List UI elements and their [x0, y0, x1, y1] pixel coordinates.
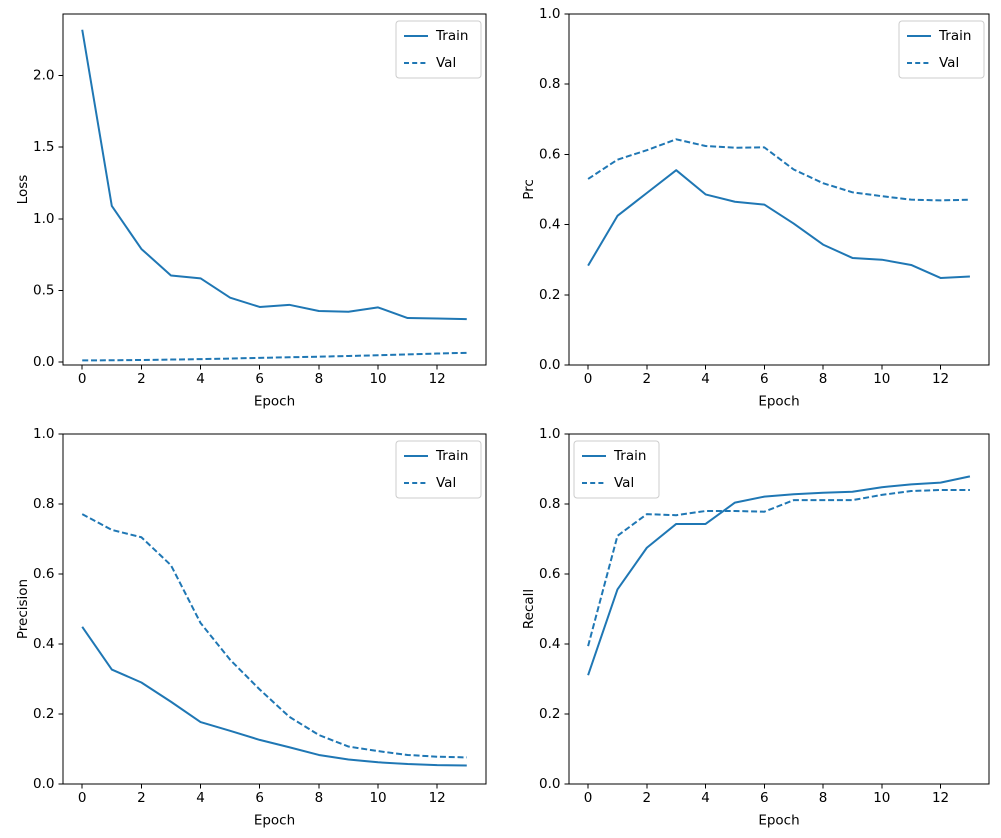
prc-train-line [587, 169, 970, 279]
loss-x-tick-label: 4 [196, 371, 205, 387]
precision-train-line [81, 626, 467, 767]
recall-train-line [587, 475, 971, 676]
precision-y-tick-label: 0.6 [33, 566, 54, 582]
prc-legend-val-label: Val [939, 55, 959, 71]
prc-x-axis-label: Epoch [758, 394, 799, 410]
prc-x-tick-label: 10 [873, 371, 890, 387]
recall-legend: Train Val [573, 440, 660, 499]
loss-x-tick-label: 12 [429, 371, 446, 387]
recall-legend-val-label: Val [614, 475, 634, 491]
loss-plot-border [62, 13, 487, 366]
loss-y-tick-label: 0.5 [33, 283, 54, 299]
recall-x-axis-label: Epoch [758, 813, 799, 829]
loss-y-tick-label: 1.0 [33, 211, 54, 227]
precision-legend-train-label: Train [435, 448, 468, 464]
prc-val-line [587, 138, 970, 202]
loss-legend-train-label: Train [435, 28, 468, 44]
precision-plot-border [62, 433, 487, 785]
prc-legend-train-label: Train [938, 28, 971, 44]
precision-legend-val-label: Val [436, 475, 456, 491]
loss-x-tick-label: 8 [315, 371, 324, 387]
loss-x-tick-label: 6 [255, 371, 264, 387]
recall-x-tick-label: 2 [643, 790, 652, 806]
loss-x-axis-label: Epoch [254, 394, 295, 410]
prc-x-tick-label: 0 [584, 371, 593, 387]
recall-y-tick-label: 0.6 [539, 566, 560, 582]
prc-x-tick-label: 4 [701, 371, 710, 387]
precision-y-axis-label: Precision [15, 579, 31, 639]
recall-y-axis-label: Recall [521, 589, 537, 629]
loss-y-tick-label: 2.0 [33, 68, 54, 84]
precision-x-tick-label: 4 [196, 790, 205, 806]
recall-y-tick-label: 1.0 [539, 426, 560, 442]
loss-y-tick-label: 1.5 [33, 139, 54, 155]
recall-y-tick-label: 0.4 [539, 636, 560, 652]
prc-y-tick-label: 0.4 [539, 217, 560, 233]
recall-y-tick-label: 0.0 [539, 776, 560, 792]
loss-legend: Train Val [395, 20, 482, 79]
prc-y-tick-label: 1.0 [539, 6, 560, 22]
precision-x-axis-label: Epoch [254, 813, 295, 829]
precision-val-line [81, 513, 467, 759]
recall-plot-border [568, 433, 990, 785]
loss-y-tick-label: 0.0 [33, 354, 54, 370]
prc-y-tick-label: 0.2 [539, 287, 560, 303]
loss-x-tick-label: 2 [137, 371, 146, 387]
precision-x-tick-label: 10 [369, 790, 386, 806]
prc-y-tick-label: 0.6 [539, 146, 560, 162]
recall-x-tick-label: 10 [873, 790, 890, 806]
prc-x-tick-label: 12 [932, 371, 949, 387]
recall-y-tick-label: 0.2 [539, 706, 560, 722]
precision-x-tick-label: 12 [429, 790, 446, 806]
precision-y-tick-label: 1.0 [33, 426, 54, 442]
prc-plot-border [568, 13, 990, 366]
loss-plot-svg: 0 2 4 6 8 10 12 0.0 0.5 1.0 1.5 2.0 Epoch Loss Train Va… [15, 13, 487, 410]
loss-val-line [82, 351, 467, 362]
prc-legend: Train Val [898, 20, 985, 79]
prc-x-tick-label: 8 [819, 371, 828, 387]
recall-legend-train-label: Train [613, 448, 646, 464]
precision-y-tick-label: 0.2 [33, 706, 54, 722]
recall-x-tick-label: 4 [701, 790, 710, 806]
precision-y-tick-label: 0.8 [33, 496, 54, 512]
recall-x-tick-label: 0 [584, 790, 593, 806]
precision-x-tick-label: 6 [255, 790, 264, 806]
chart-recall: 0 2 4 6 8 10 12 0.0 0.2 0.4 0.6 0.8 1.0 Epoch Recall Tr… [501, 419, 1001, 838]
recall-y-tick-label: 0.8 [539, 496, 560, 512]
precision-x-tick-label: 0 [78, 790, 87, 806]
precision-plot-svg: 0 2 4 6 8 10 12 0.0 0.2 0.4 0.6 0.8 1.0 Epoch Precisio… [15, 426, 487, 829]
loss-x-tick-label: 0 [78, 371, 87, 387]
prc-y-tick-label: 0.0 [539, 357, 560, 373]
precision-legend: Train Val [395, 440, 482, 499]
prc-y-tick-label: 0.8 [539, 76, 560, 92]
chart-prc: 0 2 4 6 8 10 12 0.0 0.2 0.4 0.6 0.8 1.0 Epoch Prc Train… [501, 0, 1001, 424]
recall-val-line [587, 489, 970, 647]
recall-x-tick-label: 12 [932, 790, 949, 806]
loss-legend-val-label: Val [436, 55, 456, 71]
loss-y-axis-label: Loss [15, 175, 31, 205]
precision-y-tick-label: 0.0 [33, 776, 54, 792]
prc-x-tick-label: 6 [760, 371, 769, 387]
precision-x-tick-label: 8 [315, 790, 324, 806]
loss-train-line [81, 29, 467, 321]
chart-precision: 0 2 4 6 8 10 12 0.0 0.2 0.4 0.6 0.8 1.0 Epoch Precisio… [0, 419, 501, 838]
loss-x-tick-label: 10 [369, 371, 386, 387]
prc-x-tick-label: 2 [643, 371, 652, 387]
recall-x-tick-label: 6 [760, 790, 769, 806]
prc-plot-svg: 0 2 4 6 8 10 12 0.0 0.2 0.4 0.6 0.8 1.0 Epoch Prc Train… [521, 6, 990, 410]
prc-y-axis-label: Prc [521, 179, 537, 200]
precision-x-tick-label: 2 [137, 790, 146, 806]
recall-x-tick-label: 8 [819, 790, 828, 806]
precision-y-tick-label: 0.4 [33, 636, 54, 652]
recall-plot-svg: 0 2 4 6 8 10 12 0.0 0.2 0.4 0.6 0.8 1.0 Epoch Recall Tr… [521, 426, 990, 829]
chart-loss: 0 2 4 6 8 10 12 0.0 0.5 1.0 1.5 2.0 Epoch Loss Train Va… [0, 0, 501, 424]
